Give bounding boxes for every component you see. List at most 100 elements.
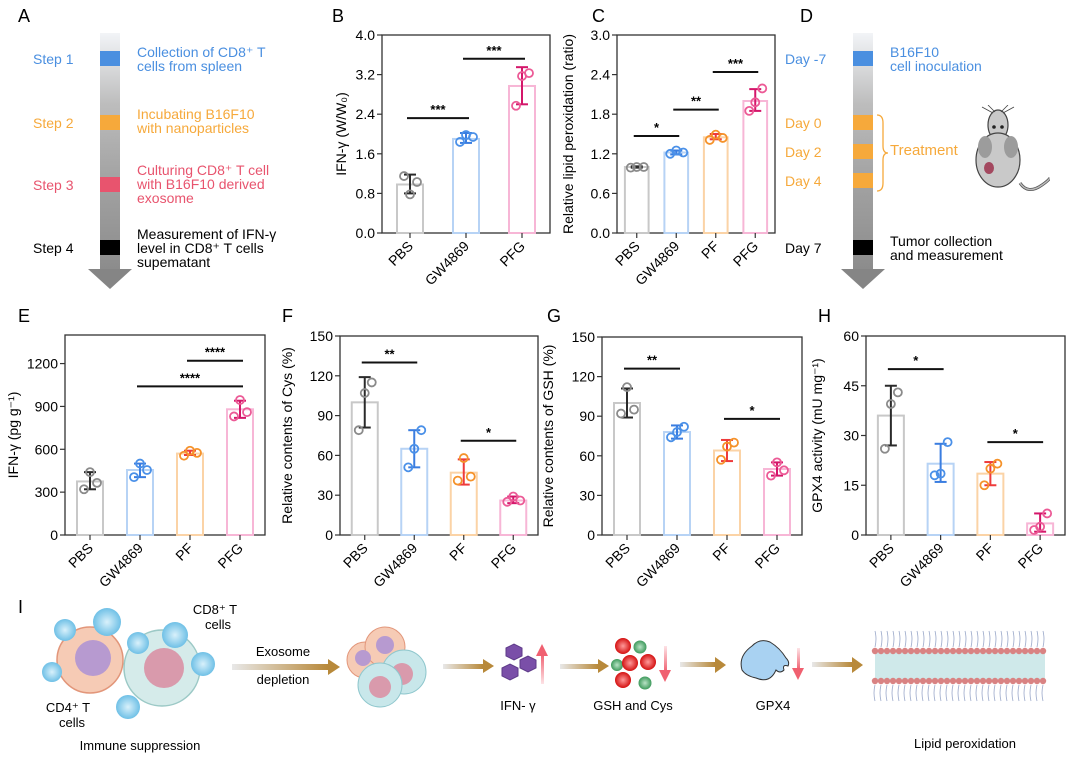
y-tick-label: 0: [50, 527, 58, 543]
decrease-arrowhead-icon: [792, 668, 804, 680]
cd4-label-line1: CD4⁺ T: [46, 700, 90, 715]
data-point: [750, 97, 761, 108]
step-3-desc-line3: exosome: [137, 190, 194, 206]
cd8-label-line2: cells: [205, 617, 232, 632]
lipid-tail: [1017, 684, 1020, 702]
increase-arrowhead-icon: [536, 644, 548, 656]
y-tick-label: 2.4: [356, 106, 376, 122]
step-4-marker: [100, 240, 120, 255]
y-tick-label: 1.2: [591, 146, 611, 162]
lipid-head: [913, 647, 921, 655]
plot-frame: [339, 335, 539, 536]
lipid-peroxidation-label: Lipid peroxidation: [914, 736, 1016, 751]
lipid-tail: [903, 684, 906, 702]
treatment-label: Treatment: [890, 142, 958, 159]
flow-arrow-icon: [680, 662, 715, 667]
x-tick-label: PBS: [65, 540, 96, 571]
flow-arrow-icon: [443, 664, 483, 669]
lipid-head: [1039, 677, 1047, 685]
significance-label: *: [913, 353, 919, 368]
panel-label-d: D: [800, 6, 813, 26]
lipid-head: [931, 677, 939, 685]
lipid-tail: [1035, 684, 1038, 702]
chart-e: E 0 300 600 900 1200 IFN-γ (pg g⁻¹) PBS GW4869 PF…: [5, 306, 266, 590]
x-tick-label: PF: [709, 540, 733, 564]
lipid-tail: [952, 630, 955, 648]
inoculation-line1: B16F10: [890, 44, 940, 60]
lipid-head: [955, 647, 963, 655]
y-tick-label: 45: [843, 378, 859, 394]
flow-arrow-icon: [232, 664, 328, 670]
data-point: [79, 484, 89, 495]
significance-label: *: [486, 425, 492, 440]
data-point: [511, 100, 521, 111]
data-point: [1042, 508, 1053, 519]
lipid-tail: [964, 630, 967, 648]
inoculation-line2: cell inoculation: [890, 58, 982, 74]
data-point: [625, 162, 636, 173]
lipid-tail: [1011, 684, 1014, 702]
step-2-desc-line1: Incubating B16F10: [137, 106, 255, 122]
x-tick-label: PFG: [496, 238, 528, 270]
y-tick-label: 30: [843, 428, 859, 444]
day-minus7-marker: [853, 51, 873, 66]
lipid-tail: [957, 684, 960, 702]
lipid-tail: [999, 684, 1002, 702]
timeline-bar: [100, 33, 120, 269]
lipid-head: [943, 677, 951, 685]
data-point: [468, 132, 478, 142]
lipid-tail: [874, 630, 877, 648]
data-point: [929, 470, 940, 481]
x-tick-label: GW4869: [370, 540, 421, 591]
lipid-head: [1027, 677, 1035, 685]
bar-pfg: [226, 408, 254, 536]
lipid-head: [967, 647, 975, 655]
cd8-label-line1: CD8⁺ T: [193, 602, 237, 617]
x-tick-label: PBS: [866, 540, 897, 571]
lipid-head: [997, 677, 1005, 685]
step-4-label: Step 4: [33, 240, 74, 256]
lipid-head: [1021, 647, 1029, 655]
step-3-desc: Culturing CD8⁺ T cell with B16F10 derive…: [137, 163, 269, 205]
data-point: [678, 147, 689, 158]
data-point: [92, 477, 102, 488]
y-tick-label: 30: [317, 487, 333, 503]
significance-label: *: [654, 120, 660, 135]
lipid-tail: [963, 684, 966, 702]
lipid-tail: [1042, 630, 1045, 648]
data-point: [242, 407, 252, 418]
small-t-cells-icon: [42, 608, 215, 719]
lipid-tail: [934, 630, 937, 648]
x-tick-label: PBS: [340, 540, 371, 571]
data-point: [717, 133, 728, 143]
y-tick-label: 90: [317, 408, 333, 424]
data-point: [985, 463, 996, 474]
data-point: [704, 135, 715, 145]
data-point: [629, 404, 639, 415]
decrease-arrow-icon: [797, 648, 800, 670]
lipid-head: [985, 677, 993, 685]
lipid-tail: [1036, 630, 1039, 648]
lipid-tail: [909, 684, 912, 702]
y-tick-label: 60: [317, 447, 333, 463]
bar-gw4869: [663, 431, 691, 536]
data-point: [679, 421, 689, 432]
data-point: [716, 454, 726, 465]
flow-arrowhead-icon: [598, 659, 609, 673]
lipid-head: [979, 677, 987, 685]
x-tick-label: PFG: [730, 238, 762, 270]
increase-arrow-icon: [541, 654, 544, 684]
step-3-label: Step 3: [33, 177, 74, 193]
y-tick-label: 0: [325, 527, 333, 543]
lipid-head: [1009, 647, 1017, 655]
chart-h: H 0 15 30 45 60 GPX4 activity (mU mg⁻¹) PBS GW48…: [809, 306, 1066, 590]
data-point: [409, 443, 420, 454]
lipid-head: [997, 647, 1005, 655]
lipid-head: [991, 647, 999, 655]
y-tick-label: 2.4: [591, 67, 611, 83]
lipid-tail: [981, 684, 984, 702]
significance-label: ***: [430, 102, 446, 117]
data-point: [766, 470, 776, 481]
lipid-tail: [1024, 630, 1027, 648]
lipid-head: [937, 647, 945, 655]
